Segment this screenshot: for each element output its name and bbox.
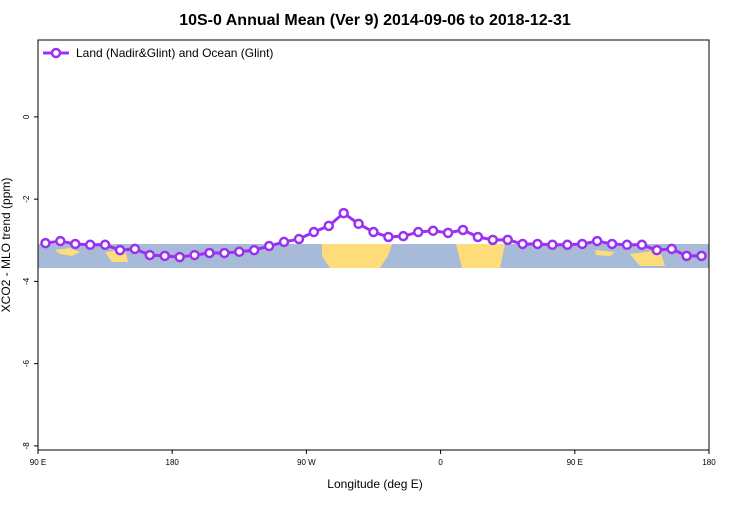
x-tick-label: 90 W — [297, 458, 316, 467]
plot-frame — [37, 39, 710, 451]
point — [383, 231, 394, 243]
point — [308, 226, 320, 238]
point — [293, 233, 305, 245]
point — [472, 231, 484, 243]
y-tick-label: 0 — [22, 114, 31, 119]
legend-label: Land (Nadir&Glint) and Ocean (Glint) — [76, 46, 273, 60]
x-axis-label: Longitude (deg E) — [327, 477, 422, 491]
point — [562, 239, 573, 251]
point — [114, 244, 126, 256]
chart-title: 10S-0 Annual Mean (Ver 9) 2014-09-06 to … — [179, 12, 571, 29]
point — [502, 234, 513, 246]
x-tick-label: 0 — [438, 458, 443, 467]
point — [263, 240, 275, 252]
y-axis-label: XCO2 - MLO trend (ppm) — [0, 178, 13, 313]
x-tick-label: 90 E — [567, 458, 583, 467]
point — [99, 239, 111, 251]
point — [487, 234, 499, 246]
point — [532, 238, 543, 250]
point — [189, 249, 200, 261]
point — [204, 247, 215, 259]
point — [278, 236, 290, 248]
point — [159, 250, 170, 262]
point — [234, 246, 245, 258]
point — [547, 239, 558, 251]
point — [696, 250, 707, 262]
point — [129, 243, 141, 255]
point — [323, 220, 335, 232]
x-tick-label: 180 — [702, 458, 716, 467]
point — [427, 225, 439, 237]
y-tick-label: -2 — [22, 195, 31, 203]
point — [40, 237, 51, 249]
y-tick-label: -4 — [22, 277, 31, 285]
point — [55, 235, 66, 247]
point — [621, 239, 633, 251]
point — [636, 239, 648, 251]
point — [591, 235, 603, 247]
legend: Land (Nadir&Glint) and Ocean (Glint) — [43, 46, 273, 60]
point — [248, 244, 260, 256]
point — [651, 244, 663, 256]
point — [517, 238, 528, 250]
y-tick-label: -8 — [22, 442, 31, 450]
point — [144, 249, 156, 261]
point — [442, 227, 454, 239]
point — [338, 207, 349, 219]
point — [457, 224, 469, 236]
point — [368, 226, 379, 238]
point — [84, 239, 96, 251]
legend-marker — [50, 47, 62, 59]
x-tick-label: 180 — [166, 458, 180, 467]
x-tick-label: 90 E — [30, 458, 46, 467]
point — [412, 226, 424, 238]
point — [70, 238, 81, 250]
point — [606, 238, 618, 250]
point — [353, 218, 364, 230]
point — [398, 230, 409, 242]
point — [577, 238, 588, 250]
point — [219, 247, 230, 259]
y-tick-label: -6 — [22, 360, 31, 368]
point — [666, 243, 677, 255]
point — [174, 251, 185, 263]
point — [681, 250, 692, 262]
